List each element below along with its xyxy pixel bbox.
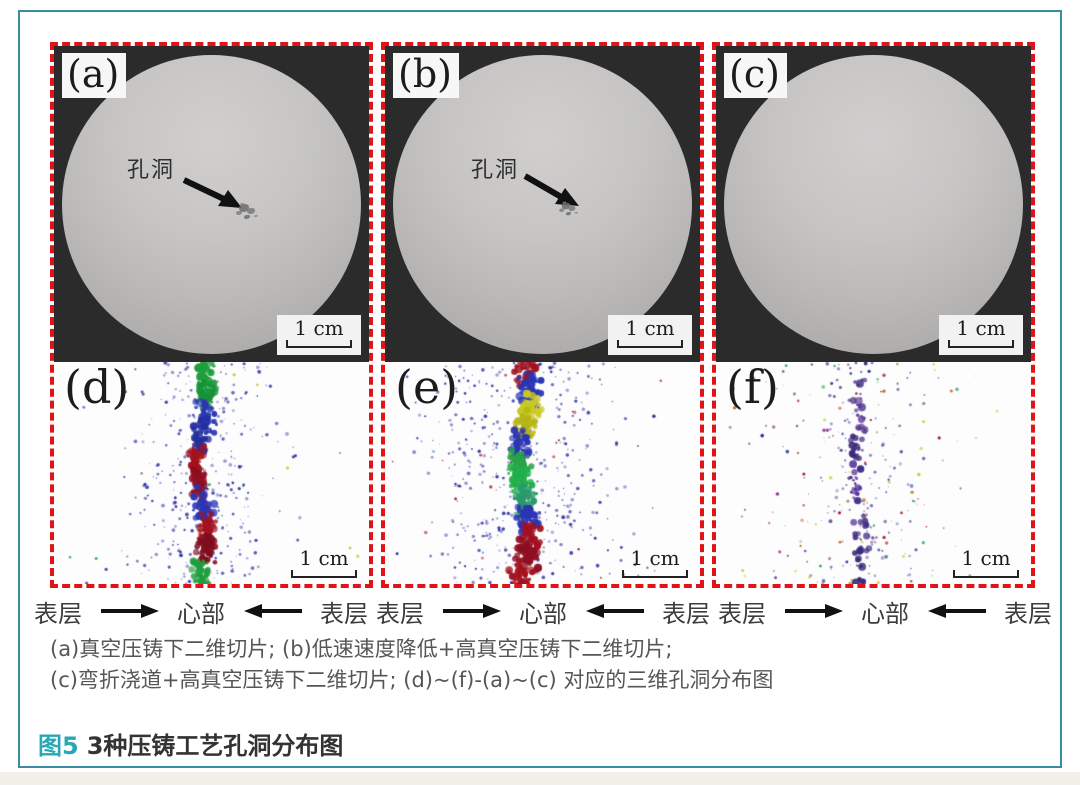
- scale-bracket-e: [622, 570, 688, 578]
- panel-label-b: (b): [393, 53, 459, 98]
- caption-line-1: (a)真空压铸下二维切片; (b)低速速度降低+高真空压铸下二维切片;: [50, 637, 673, 661]
- scale-label-d: 1 cm: [299, 546, 349, 570]
- axis-surface-left-a: 表层: [34, 599, 82, 628]
- pore-blob-a: [239, 204, 249, 212]
- pore-blob-b: [561, 202, 571, 210]
- scatter-image-d: (d) 1 cm: [54, 362, 369, 584]
- scale-bar-f: 1 cm: [953, 548, 1019, 578]
- axis-core-a: 心部: [177, 599, 225, 628]
- scale-bar-c: 1 cm: [939, 315, 1023, 355]
- panel-label-e: (e): [395, 362, 459, 414]
- panel-column-c: (c) 1 cm (f) 1 cm: [712, 42, 1035, 588]
- axis-labels-row: 表层 心部 表层 表层 心部 表层 表层 心部: [32, 592, 1054, 630]
- panel-column-b: 孔洞 (b) 1 cm (e) 1 cm: [381, 42, 704, 588]
- panels-row: 孔洞 (a) 1 cm (d) 1 cm: [50, 42, 1035, 588]
- ct-sample-circle-a: [62, 55, 361, 354]
- figure-caption: (a)真空压铸下二维切片; (b)低速速度降低+高真空压铸下二维切片; (c)弯…: [50, 634, 1030, 696]
- scale-bracket-c: [948, 340, 1014, 348]
- scale-bar-b: 1 cm: [608, 315, 692, 355]
- pore-annotation-a: 孔洞: [54, 46, 369, 362]
- pore-distribution-canvas-d: [54, 362, 369, 584]
- axis-core-b: 心部: [519, 599, 567, 628]
- figure-frame: 孔洞 (a) 1 cm (d) 1 cm: [18, 10, 1062, 768]
- scale-bar-e: 1 cm: [622, 548, 688, 578]
- pore-arrow-icon-a: [182, 177, 242, 208]
- scale-bracket-f: [953, 570, 1019, 578]
- page-bottom-strip: [0, 772, 1080, 785]
- scale-label-c: 1 cm: [956, 316, 1006, 340]
- pore-label-a: 孔洞: [127, 158, 176, 183]
- scale-bracket-b: [617, 340, 683, 348]
- panel-label-c: (c): [724, 53, 787, 98]
- panel-label-d: (d): [64, 362, 130, 414]
- axis-surface-left-b: 表层: [376, 599, 424, 628]
- ct-sample-circle-b: [393, 55, 692, 354]
- axis-core-c: 心部: [861, 599, 909, 628]
- ct-sample-circle-c: [724, 55, 1023, 354]
- arrow-left-icon: [927, 604, 986, 618]
- figure-title: 图5 3种压铸工艺孔洞分布图: [38, 726, 1018, 761]
- axis-surface-left-c: 表层: [718, 599, 766, 628]
- panel-label-a: (a): [62, 53, 127, 98]
- arrow-right-icon: [100, 604, 159, 618]
- scatter-image-e: (e) 1 cm: [385, 362, 700, 584]
- arrow-left-icon: [585, 604, 644, 618]
- pore-arrow-icon-b: [523, 173, 579, 206]
- arrow-left-icon: [243, 604, 302, 618]
- arrow-right-icon: [784, 604, 843, 618]
- caption-line-2: (c)弯折浇道+高真空压铸下二维切片; (d)~(f)-(a)~(c) 对应的三…: [50, 668, 774, 692]
- scale-bar-d: 1 cm: [291, 548, 357, 578]
- pore-label-b: 孔洞: [471, 158, 520, 183]
- scale-label-e: 1 cm: [630, 546, 680, 570]
- axis-group-b: 表层 心部 表层: [374, 592, 712, 630]
- scale-label-f: 1 cm: [961, 546, 1011, 570]
- ct-image-b: 孔洞 (b) 1 cm: [385, 46, 700, 362]
- ct-image-a: 孔洞 (a) 1 cm: [54, 46, 369, 362]
- scale-bracket-d: [291, 570, 357, 578]
- panel-column-a: 孔洞 (a) 1 cm (d) 1 cm: [50, 42, 373, 588]
- scale-bar-a: 1 cm: [277, 315, 361, 355]
- scatter-image-f: (f) 1 cm: [716, 362, 1031, 584]
- scale-bracket-a: [286, 340, 352, 348]
- ct-image-c: (c) 1 cm: [716, 46, 1031, 362]
- pore-annotation-b: 孔洞: [385, 46, 700, 362]
- axis-surface-right-a: 表层: [320, 599, 368, 628]
- figure-number: 图5: [38, 732, 79, 760]
- axis-surface-right-b: 表层: [662, 599, 710, 628]
- scale-label-b: 1 cm: [625, 316, 675, 340]
- pore-distribution-canvas-f: [716, 362, 1031, 584]
- figure-title-text: 3种压铸工艺孔洞分布图: [86, 732, 344, 760]
- axis-group-a: 表层 心部 表层: [32, 592, 370, 630]
- axis-group-c: 表层 心部 表层: [716, 592, 1054, 630]
- scale-label-a: 1 cm: [294, 316, 344, 340]
- axis-surface-right-c: 表层: [1004, 599, 1052, 628]
- pore-distribution-canvas-e: [385, 362, 700, 584]
- panel-label-f: (f): [726, 362, 779, 414]
- arrow-right-icon: [442, 604, 501, 618]
